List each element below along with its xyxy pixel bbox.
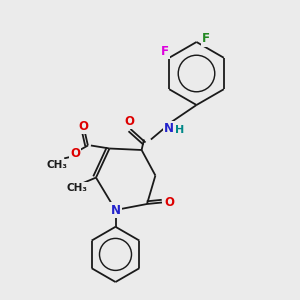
Text: N: N <box>110 203 121 217</box>
Text: H: H <box>176 125 184 135</box>
Text: CH₃: CH₃ <box>46 160 67 170</box>
Text: F: F <box>161 45 169 58</box>
Text: CH₃: CH₃ <box>67 183 88 194</box>
Text: O: O <box>70 147 80 161</box>
Text: N: N <box>164 122 174 135</box>
Text: O: O <box>78 120 88 134</box>
Text: F: F <box>202 32 210 46</box>
Text: O: O <box>164 196 174 209</box>
Text: O: O <box>124 115 134 128</box>
